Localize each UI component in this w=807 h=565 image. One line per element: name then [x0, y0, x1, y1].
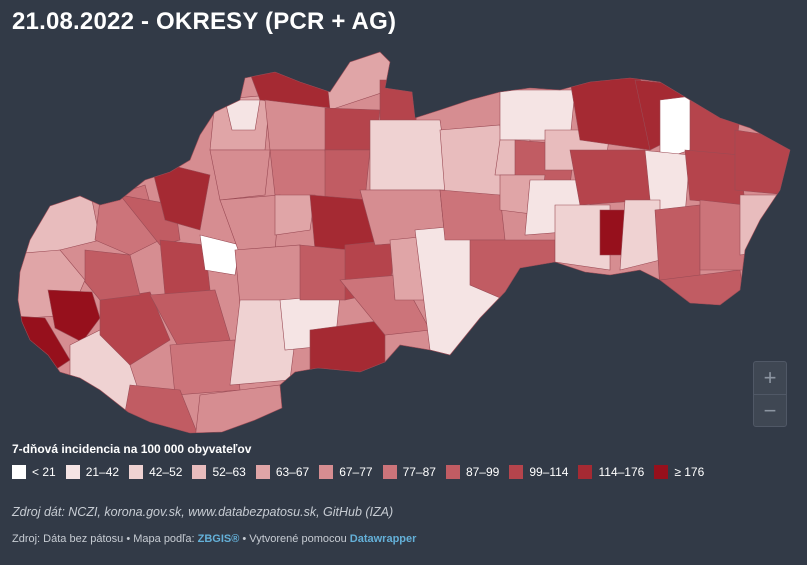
- legend-swatch: [255, 465, 270, 479]
- legend-label: 87–99: [465, 465, 500, 479]
- legend-label: 67–77: [339, 465, 373, 479]
- legend-swatch: [509, 465, 524, 479]
- footer: Zdroj: Dáta bez pátosu • Mapa podľa: ZBG…: [12, 533, 416, 545]
- legend-item: 67–77: [319, 465, 373, 479]
- legend-label: 114–176: [598, 465, 645, 479]
- footer-prefix: Zdroj: Dáta bez pátosu • Mapa podľa:: [12, 533, 198, 545]
- legend-swatch: [654, 465, 669, 479]
- legend-label: 99–114: [529, 465, 569, 479]
- legend-label: ≥ 176: [674, 465, 705, 479]
- district-shapes: [18, 52, 790, 433]
- legend-swatch: [65, 465, 80, 479]
- map-credit-link[interactable]: ZBGIS®: [197, 533, 240, 545]
- map-title: 21.08.2022 - OKRESY (PCR + AG): [12, 8, 397, 35]
- zoom-out-button[interactable]: −: [754, 394, 786, 426]
- legend-label: 42–52: [149, 465, 183, 479]
- datawrapper-link[interactable]: Datawrapper: [349, 533, 417, 545]
- legend-swatch: [319, 465, 334, 479]
- country-outline: [17, 51, 791, 434]
- footer-middle: • Vytvorené pomocou: [239, 533, 350, 545]
- legend-item: ≥ 176: [654, 465, 704, 479]
- legend-title: 7-dňová incidencia na 100 000 obyvateľov: [12, 442, 252, 456]
- legend-item: 87–99: [445, 465, 500, 479]
- legend-swatch: [192, 465, 207, 479]
- legend-label: 21–42: [85, 465, 120, 479]
- legend-item: < 21: [12, 465, 56, 479]
- legend-label: 52–63: [212, 465, 246, 479]
- legend-label: 63–67: [275, 465, 310, 479]
- legend-swatch: [578, 465, 593, 479]
- legend-label: 77–87: [402, 465, 436, 479]
- legend-item: 63–67: [255, 465, 310, 479]
- zoom-in-button[interactable]: +: [763, 365, 777, 390]
- legend-item: 42–52: [129, 465, 182, 479]
- legend-item: 21–42: [65, 465, 120, 479]
- legend-swatch: [12, 465, 26, 479]
- legend-swatch: [129, 465, 144, 479]
- legend-item: 77–87: [382, 465, 436, 479]
- legend-label: < 21: [32, 465, 56, 479]
- data-source: Zdroj dát: NCZI, korona.gov.sk, www.data…: [12, 505, 394, 519]
- legend-swatch: [445, 465, 460, 479]
- slovakia-districts-map[interactable]: [0, 40, 807, 440]
- legend-swatch: [382, 465, 397, 479]
- legend-item: 52–63: [192, 465, 246, 479]
- legend-item: 114–176: [578, 465, 644, 479]
- legend-item: 99–114: [509, 465, 568, 479]
- zoom-control: + −: [753, 361, 787, 427]
- legend: < 21 21–42 42–52 52–63 63–67 67–77 77–87 87–99 9…: [12, 465, 714, 479]
